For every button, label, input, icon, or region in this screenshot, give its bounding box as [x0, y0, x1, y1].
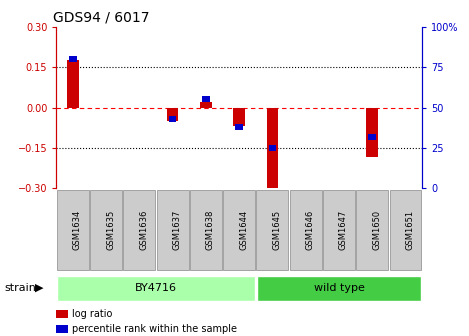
Bar	[269, 145, 276, 151]
Bar	[234, 108, 245, 126]
Text: BY4716: BY4716	[135, 283, 177, 293]
Bar	[202, 96, 210, 102]
Text: GSM1646: GSM1646	[306, 210, 315, 250]
Text: GSM1636: GSM1636	[139, 210, 148, 250]
Text: GSM1635: GSM1635	[106, 210, 115, 250]
Text: GSM1647: GSM1647	[339, 210, 348, 250]
Text: GSM1650: GSM1650	[372, 210, 381, 250]
Bar	[369, 134, 376, 139]
Text: log ratio: log ratio	[72, 309, 112, 319]
Bar	[67, 60, 79, 108]
Text: GSM1637: GSM1637	[173, 210, 182, 250]
Text: GDS94 / 6017: GDS94 / 6017	[53, 10, 149, 24]
Text: percentile rank within the sample: percentile rank within the sample	[72, 324, 237, 334]
Text: GSM1651: GSM1651	[406, 210, 415, 250]
Bar	[200, 102, 212, 108]
Text: GSM1645: GSM1645	[272, 210, 281, 250]
Bar	[366, 108, 378, 157]
Text: GSM1644: GSM1644	[239, 210, 248, 250]
Bar	[169, 116, 176, 122]
Text: GSM1634: GSM1634	[73, 210, 82, 250]
Bar	[235, 124, 243, 130]
Text: GSM1638: GSM1638	[206, 210, 215, 250]
Text: ▶: ▶	[35, 283, 44, 293]
Bar	[69, 56, 77, 62]
Text: wild type: wild type	[313, 283, 364, 293]
Bar	[266, 108, 278, 191]
Bar	[167, 108, 179, 121]
Text: strain: strain	[5, 283, 37, 293]
